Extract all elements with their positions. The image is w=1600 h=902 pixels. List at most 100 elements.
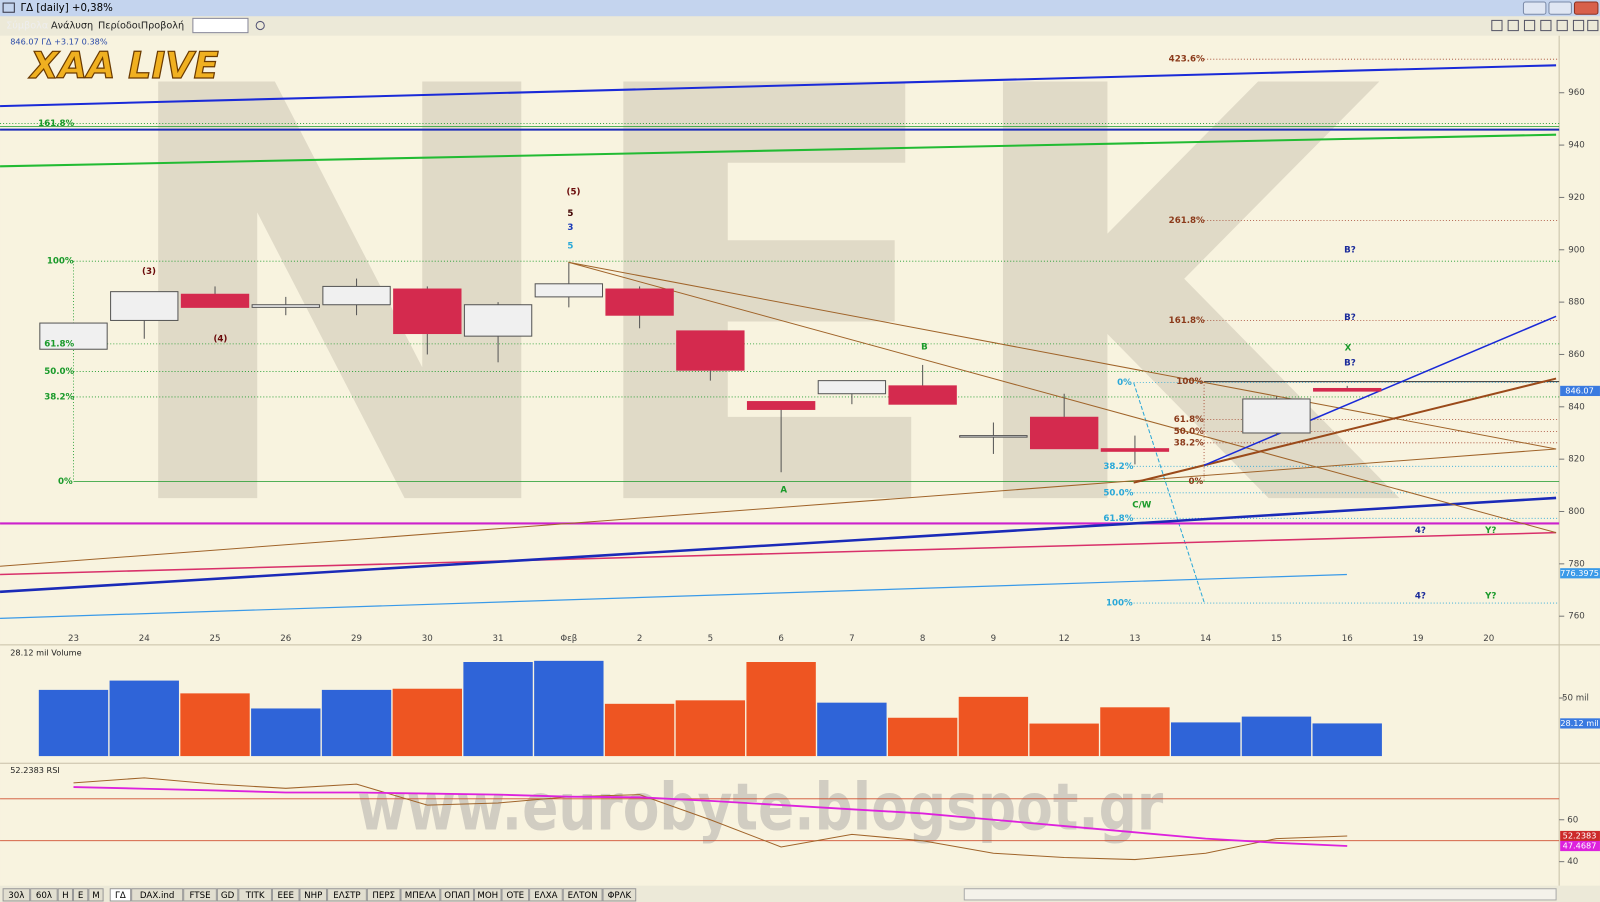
tab-label[interactable]: E bbox=[78, 891, 83, 901]
tab-label[interactable]: ΕΛΤΟΝ bbox=[568, 891, 598, 901]
tab-label[interactable]: 60λ bbox=[36, 891, 52, 901]
annotation: C/W bbox=[1132, 501, 1152, 511]
candle-body bbox=[1313, 387, 1382, 392]
tab-label[interactable]: ΕΕΕ bbox=[278, 891, 294, 901]
annotation: B bbox=[921, 342, 928, 352]
symbol-search-input[interactable] bbox=[192, 17, 249, 34]
tab[interactable] bbox=[72, 888, 89, 902]
tab[interactable] bbox=[131, 888, 184, 902]
tab[interactable] bbox=[2, 888, 31, 902]
tab-label[interactable]: ΕΛΧΑ bbox=[534, 891, 557, 901]
tab-label[interactable]: ΓΔ bbox=[115, 891, 126, 901]
volume-bar bbox=[1171, 722, 1241, 757]
tab-label[interactable]: ΟΠΑΠ bbox=[444, 891, 470, 901]
annotation: 100% bbox=[1106, 599, 1133, 609]
tab-label[interactable]: 30λ bbox=[8, 891, 24, 901]
menu-item[interactable]: Προβολή bbox=[141, 20, 184, 32]
annotation: 0% bbox=[1117, 378, 1132, 388]
value-marker bbox=[1560, 830, 1600, 842]
tab-label[interactable]: ΜΟΗ bbox=[477, 891, 498, 901]
volume-bar bbox=[1029, 723, 1099, 757]
tab[interactable] bbox=[183, 888, 217, 902]
annotation: B? bbox=[1344, 313, 1356, 323]
y-tick-label: 50 mil bbox=[1562, 694, 1589, 704]
rsi-line bbox=[73, 786, 1348, 847]
x-tick-label: 20 bbox=[1483, 634, 1494, 644]
annotation: 423.6% bbox=[1169, 55, 1205, 65]
restore-button[interactable] bbox=[1548, 1, 1572, 15]
tool-pointer[interactable] bbox=[1491, 19, 1503, 32]
tab[interactable] bbox=[238, 888, 272, 902]
tab-label[interactable]: ΕΛΣΤΡ bbox=[333, 891, 360, 901]
tab[interactable] bbox=[440, 888, 474, 902]
tab-label[interactable]: ΝΗΡ bbox=[304, 891, 322, 901]
tab-label[interactable]: ΟΤΕ bbox=[507, 891, 525, 901]
toolbar bbox=[1491, 19, 1599, 32]
watermark-logo: XAA LIVE bbox=[28, 44, 219, 87]
x-tick-label: 16 bbox=[1342, 634, 1353, 644]
annotation: 4? bbox=[1415, 591, 1426, 601]
close-button[interactable] bbox=[1573, 1, 1599, 15]
tab[interactable] bbox=[216, 888, 239, 902]
tab-label[interactable]: FTSE bbox=[189, 891, 210, 901]
candle-body bbox=[1029, 416, 1099, 450]
tool-cross[interactable] bbox=[1507, 19, 1519, 32]
tab-label[interactable]: DAX.ind bbox=[140, 891, 175, 901]
x-tick-label: Φεβ bbox=[560, 634, 577, 644]
tab-label[interactable]: ΠΕΡΣ bbox=[372, 891, 395, 901]
panel-header: 846.07 ΓΔ +3.17 0.38% bbox=[10, 36, 108, 46]
candle-body bbox=[817, 380, 887, 395]
tab-label[interactable]: ΜΠΕΛΑ bbox=[405, 891, 436, 901]
annotation: B? bbox=[1344, 359, 1356, 369]
y-tick-label: 840 bbox=[1568, 402, 1585, 412]
tool-line[interactable] bbox=[1540, 19, 1552, 32]
tab[interactable] bbox=[529, 888, 563, 902]
horizontal-scrollbar[interactable] bbox=[963, 888, 1557, 901]
tab[interactable] bbox=[473, 888, 502, 902]
tab[interactable] bbox=[400, 888, 441, 902]
volume-bar bbox=[675, 700, 746, 757]
x-tick-label: 14 bbox=[1200, 634, 1212, 644]
tab-label[interactable]: ΦΡΛΚ bbox=[608, 891, 632, 901]
tab[interactable] bbox=[501, 888, 530, 902]
tab[interactable] bbox=[88, 888, 104, 902]
tab[interactable] bbox=[271, 888, 300, 902]
candle-body bbox=[959, 435, 1028, 438]
y-tick-label: 40 bbox=[1567, 857, 1578, 867]
candle-body bbox=[110, 291, 179, 321]
panel-header: 28.12 mil Volume bbox=[10, 648, 81, 658]
annotation: 161.8% bbox=[1169, 316, 1205, 326]
tab[interactable] bbox=[562, 888, 603, 902]
minimize-button[interactable] bbox=[1522, 1, 1547, 15]
tab[interactable] bbox=[299, 888, 328, 902]
search-icon[interactable] bbox=[255, 20, 265, 31]
tool-save[interactable] bbox=[1587, 19, 1599, 32]
tab[interactable] bbox=[327, 888, 367, 902]
annotation: (4) bbox=[213, 334, 227, 344]
tab-label[interactable]: ΤΙΤΚ bbox=[245, 891, 265, 901]
tab-label[interactable]: H bbox=[62, 891, 69, 901]
annotation: 0% bbox=[1189, 477, 1204, 487]
candle-body bbox=[746, 401, 816, 410]
window-title: ΓΔ [daily] +0,38% bbox=[20, 3, 113, 14]
tool-panel[interactable] bbox=[1572, 19, 1585, 32]
tab-label[interactable]: GD bbox=[221, 891, 235, 901]
x-tick-label: 5 bbox=[708, 634, 714, 644]
tab[interactable] bbox=[30, 888, 58, 902]
x-tick-label: 25 bbox=[210, 634, 221, 644]
tab[interactable] bbox=[602, 888, 637, 902]
tab[interactable] bbox=[109, 888, 132, 902]
candle-body bbox=[463, 304, 533, 337]
y-tick-label: 820 bbox=[1568, 455, 1585, 465]
tab[interactable] bbox=[57, 888, 73, 902]
value-marker-label: 47.4687 bbox=[1563, 841, 1597, 851]
x-tick-label: 15 bbox=[1271, 634, 1282, 644]
tool-rect[interactable] bbox=[1523, 19, 1536, 32]
tab[interactable] bbox=[366, 888, 401, 902]
menu-item[interactable]: Σύμβολα bbox=[6, 20, 48, 32]
volume-bar bbox=[746, 662, 816, 757]
tab-label[interactable]: M bbox=[92, 891, 99, 901]
menu-item[interactable]: Ανάλυση bbox=[51, 20, 93, 32]
tool-grid[interactable] bbox=[1556, 19, 1568, 32]
menu-item[interactable]: Περίοδοι bbox=[98, 20, 141, 32]
